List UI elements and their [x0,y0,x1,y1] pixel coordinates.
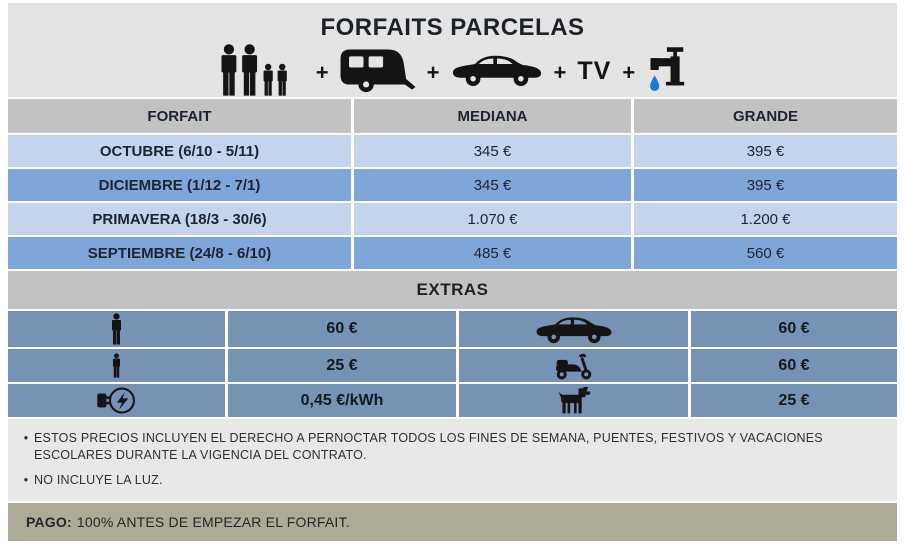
extras-header: EXTRAS [8,271,897,309]
mediana-price: 345 € [354,135,631,167]
column-header-mediana: MEDIANA [354,99,631,133]
extra-price: 25 € [228,349,456,382]
note-item: • NO INCLUYE LA LUZ. [18,472,873,489]
column-header-grande: GRANDE [634,99,897,133]
plus-separator: + [315,60,329,85]
extra-price: 60 € [691,311,897,347]
extra-price: 25 € [691,384,897,417]
forfait-name: PRIMAVERA (18/3 - 30/6) [8,203,351,235]
note-text: NO INCLUYE LA LUZ. [34,473,163,487]
extra-price: 60 € [228,311,456,347]
family-icon [219,42,305,98]
plus-separator: + [553,60,567,85]
note-text: ESTOS PRECIOS INCLUYEN EL DERECHO A PERN… [34,431,823,462]
water-tap-icon [646,45,686,95]
included-items-row: + + [8,44,897,96]
table-row-septiembre: SEPTIEMBRE (24/8 - 6/10) 485 € 560 € [8,237,897,269]
grande-price: 395 € [634,135,897,167]
grande-price: 1.200 € [634,203,897,235]
column-header-forfait: FORFAIT [8,99,351,133]
plus-separator: + [622,60,636,85]
caravan-icon [340,47,416,93]
payment-text: 100% ANTES DE EMPEZAR EL FORFAIT. [76,513,350,530]
scooter-icon [459,349,688,382]
extras-row-2: 25 € 60 € [8,349,897,382]
extra-price: 60 € [691,349,897,382]
forfait-name: DICIEMBRE (1/12 - 7/1) [8,169,351,201]
extras-row-3: 0,45 €/kWh 25 € [8,384,897,417]
tv-label: TV [577,56,612,85]
payment-label: PAGO: [26,513,72,530]
payment-bar: PAGO: 100% ANTES DE EMPEZAR EL FORFAIT. [8,502,897,541]
car-icon [451,53,543,87]
mediana-price: 1.070 € [354,203,631,235]
table-row-primavera: PRIMAVERA (18/3 - 30/6) 1.070 € 1.200 € [8,203,897,235]
notes-section: • ESTOS PRECIOS INCLUYEN EL DERECHO A PE… [8,419,897,501]
electricity-plug-icon [8,384,225,417]
plus-separator: + [426,60,440,85]
grande-price: 560 € [634,237,897,269]
bullet-icon: • [23,473,29,487]
extra-price: 0,45 €/kWh [228,384,456,417]
page-title: FORFAITS PARCELAS [320,14,585,41]
forfait-name: OCTUBRE (6/10 - 5/11) [8,135,351,167]
table-row-diciembre: DICIEMBRE (1/12 - 7/1) 345 € 395 € [8,169,897,201]
note-item: • ESTOS PRECIOS INCLUYEN EL DERECHO A PE… [18,430,873,463]
bullet-icon: • [23,431,29,445]
price-sheet: FORFAITS PARCELAS + [8,3,897,541]
grande-price: 395 € [634,169,897,201]
dog-icon [459,384,688,417]
forfait-name: SEPTIEMBRE (24/8 - 6/10) [8,237,351,269]
title-band: FORFAITS PARCELAS + [8,3,897,97]
forfait-table-header-row: FORFAIT MEDIANA GRANDE [8,99,897,133]
table-row-octubre: OCTUBRE (6/10 - 5/11) 345 € 395 € [8,135,897,167]
adult-person-icon [8,311,225,347]
mediana-price: 345 € [354,169,631,201]
car-icon [459,311,688,347]
child-person-icon [8,349,225,382]
mediana-price: 485 € [354,237,631,269]
extras-row-1: 60 € 60 € [8,311,897,347]
